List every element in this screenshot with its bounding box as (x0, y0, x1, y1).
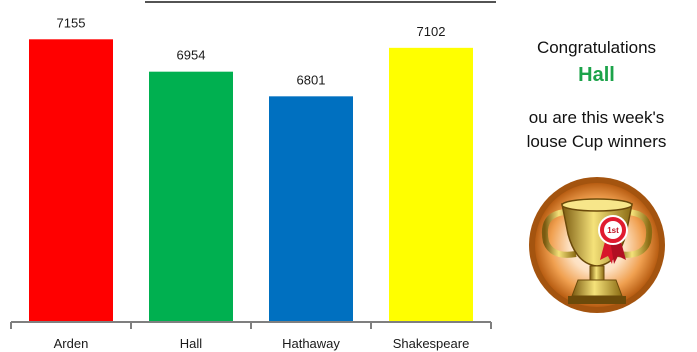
data-label-hall: 6954 (177, 48, 206, 63)
winner-house-name: Hall (578, 64, 615, 86)
winner-message-line-1: ou are this week's (528, 108, 665, 127)
winner-message-line-2: louse Cup winners (526, 132, 667, 151)
house-points-chart: 7155 Arden 6954 Hall 6801 Hathaway 7102 Shakesp… (10, 1, 496, 351)
bar-arden (29, 39, 113, 322)
data-label-shakespeare: 7102 (417, 24, 446, 39)
data-label-arden: 7155 (57, 15, 86, 30)
trophy-badge-text: 1st (607, 226, 619, 235)
category-label-hathaway: Hathaway (282, 336, 340, 351)
data-label-hathaway: 6801 (297, 72, 326, 87)
category-label-arden: Arden (54, 336, 89, 351)
congratulations-text: Congratulations (536, 38, 657, 57)
category-label-hall: Hall (180, 336, 203, 351)
bar-hathaway (269, 96, 353, 322)
winner-panel: Congratulations Hall ou are this week's … (496, 0, 697, 352)
bar-shakespeare (389, 47, 473, 323)
bar-hall (149, 71, 233, 323)
trophy-icon: 1st (529, 177, 665, 313)
category-label-shakespeare: Shakespeare (393, 336, 470, 351)
